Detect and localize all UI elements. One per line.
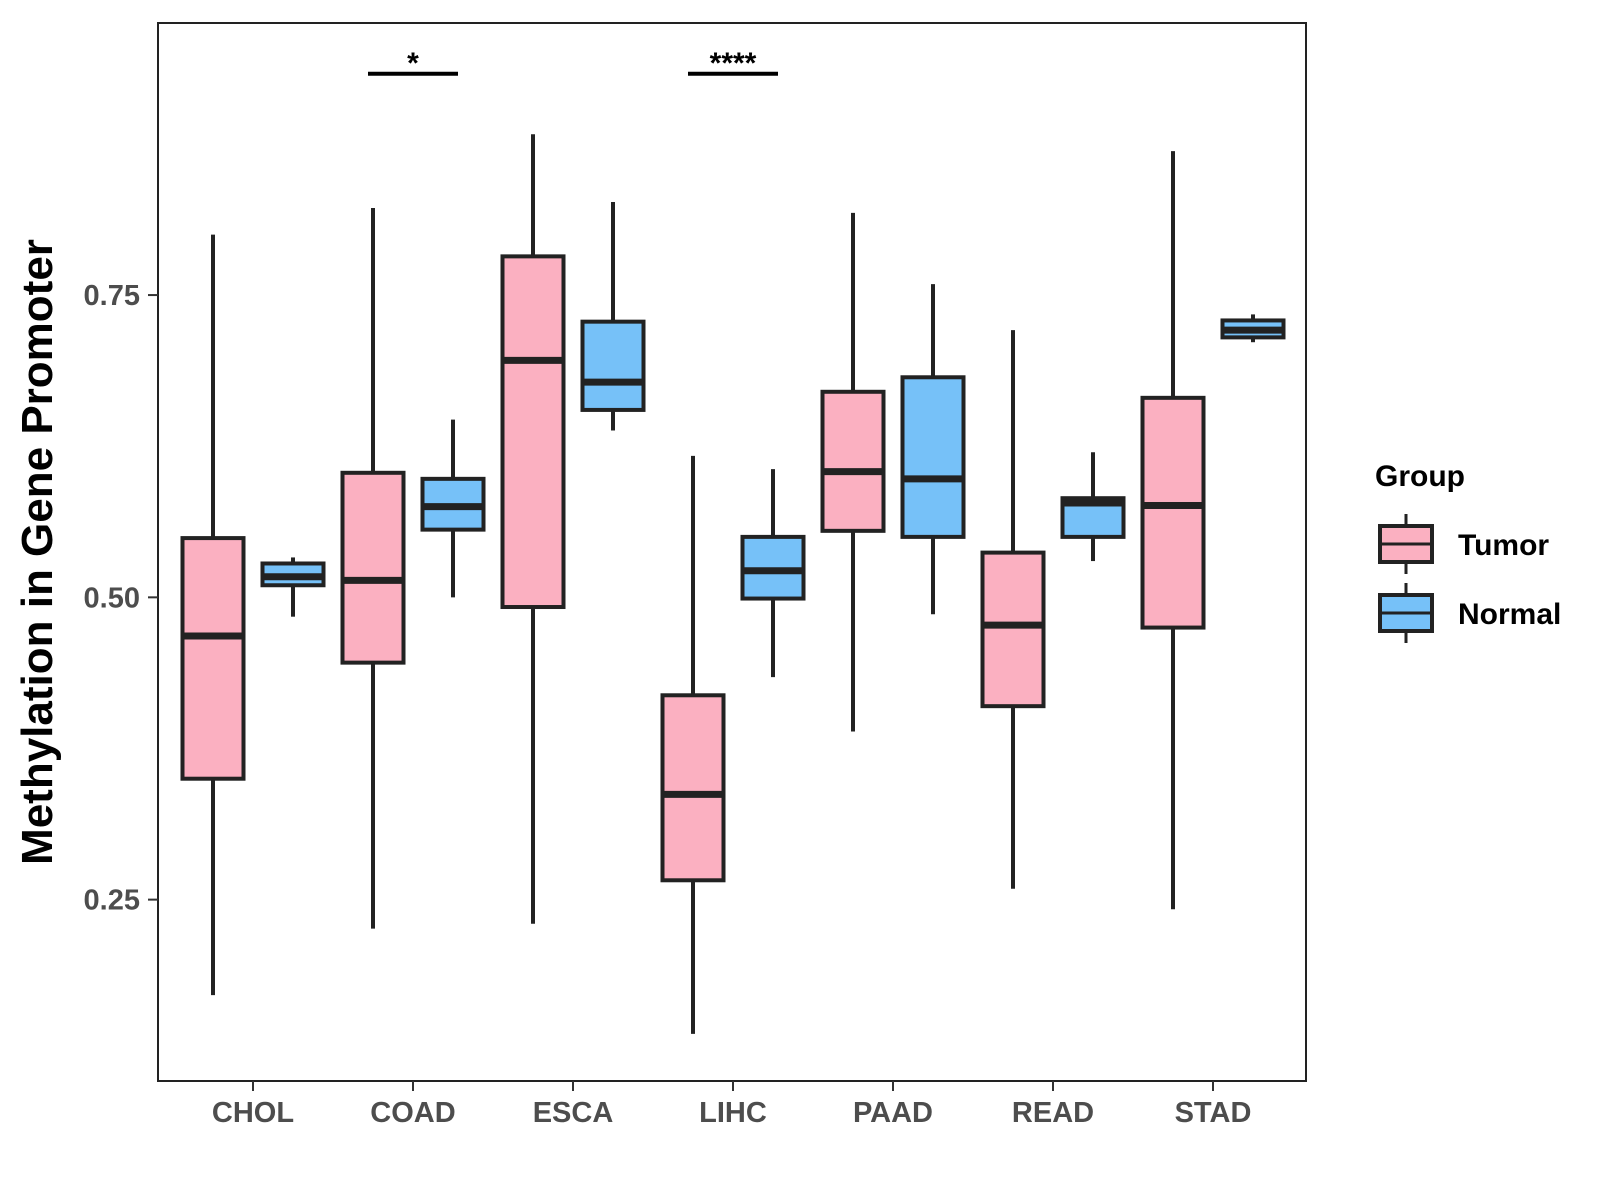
box-tumor-lihc [660,455,726,1034]
y-tick-label: 0.50 [84,582,140,614]
legend-label-normal: Normal [1458,598,1561,631]
significance-label-lihc: **** [710,47,757,80]
box-iqr [1140,395,1206,630]
box-iqr [660,693,726,883]
x-tick-label: COAD [370,1097,455,1129]
legend-label-tumor: Tumor [1458,529,1549,562]
x-tick-label: LIHC [699,1097,767,1129]
box-normal-esca [580,201,646,431]
x-tick-label: PAAD [853,1097,933,1129]
box-normal-coad [420,419,486,598]
x-tick-label: STAD [1175,1097,1252,1129]
box-iqr [900,375,966,539]
significance-label-coad: * [407,47,419,80]
x-tick-label: READ [1012,1097,1094,1129]
box-normal-lihc [740,469,806,678]
box-tumor-esca [500,134,566,924]
box-tumor-paad [820,212,886,732]
box-iqr [580,319,646,412]
x-tick-label: ESCA [533,1097,614,1129]
box-normal-stad [1220,314,1286,343]
legend: Group Tumor Normal [1375,460,1561,643]
box-iqr [180,536,246,781]
x-tick-label: CHOL [212,1097,294,1129]
plot-panel [157,22,1307,1082]
box-tumor-chol [180,234,246,996]
box-normal-read [1060,452,1126,562]
box-normal-paad [900,284,966,615]
box-iqr [980,550,1046,709]
significance-layer: * **** [368,47,778,80]
legend-key-tumor [1378,514,1434,574]
y-tick-label: 0.25 [84,885,140,917]
box-tumor-coad [340,207,406,929]
box-iqr [340,470,406,665]
legend-title: Group [1375,460,1465,493]
box-tumor-stad [1140,151,1206,910]
legend-key-normal [1378,583,1434,643]
box-layer [180,134,1286,1034]
y-tick-label: 0.75 [84,280,140,312]
box-tumor-read [980,330,1046,889]
y-axis-label: Methylation in Gene Promoter [13,239,62,865]
y-axis: 0.25 0.50 0.75 [84,280,158,917]
box-iqr [500,254,566,610]
box-normal-chol [260,557,326,617]
box-iqr [820,389,886,533]
x-axis: CHOL COAD ESCA LIHC PAAD READ STAD [212,1081,1251,1129]
